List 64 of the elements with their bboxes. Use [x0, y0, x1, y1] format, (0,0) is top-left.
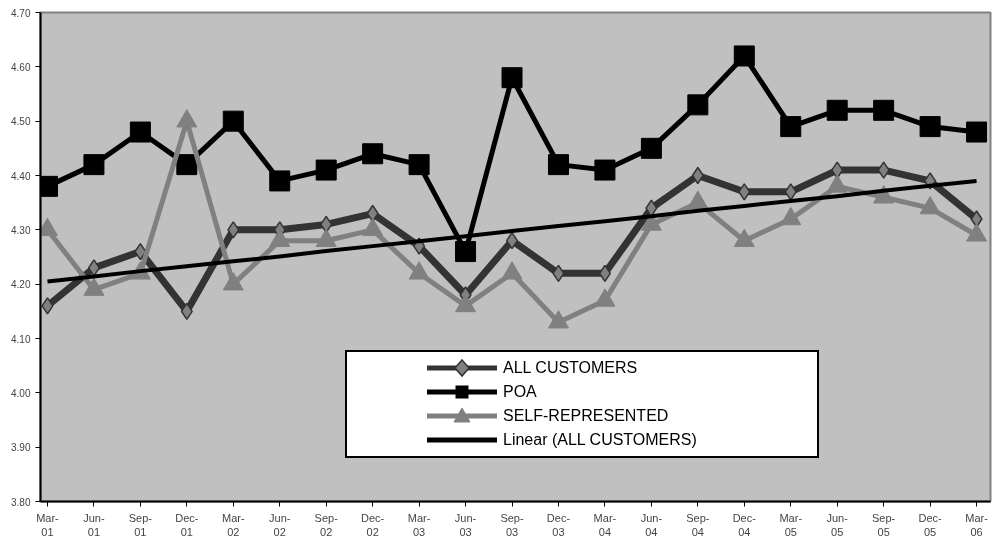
point	[831, 161, 844, 179]
point	[640, 137, 662, 159]
x-tick-label: Sep-01	[128, 511, 153, 538]
y-tick-label: 4.70	[11, 7, 31, 19]
x-tick-label: Mar-01	[36, 511, 60, 538]
y-tick-label: 4.20	[11, 279, 31, 291]
point	[547, 154, 569, 176]
point	[501, 67, 523, 89]
x-tick-label: Jun-03	[454, 511, 477, 538]
y-tick-label: 4.10	[11, 333, 31, 345]
x-tick-label: Jun-02	[269, 511, 291, 538]
point	[408, 154, 430, 176]
point	[83, 154, 105, 176]
x-tick-label: Mar-02	[221, 511, 245, 538]
x-tick-label: Jun-01	[83, 511, 105, 538]
point	[598, 264, 612, 283]
y-tick-label: 4.30	[11, 224, 31, 236]
point	[826, 99, 848, 121]
point	[41, 297, 54, 315]
y-tick-label: 4.60	[11, 61, 31, 73]
point	[315, 159, 337, 181]
x-tick-label: Sep-05	[872, 511, 896, 538]
point	[129, 121, 151, 143]
legend-label: ALL CUSTOMERS	[503, 357, 638, 378]
legend-label: POA	[503, 381, 537, 402]
point	[227, 221, 240, 239]
x-tick-label: Jun-05	[826, 511, 849, 538]
x-tick-label: Jun-04	[640, 511, 663, 538]
point	[594, 159, 616, 181]
x-tick-label: Sep-03	[500, 511, 524, 538]
x-tick-label: Dec-04	[732, 511, 757, 538]
y-tick-label: 4.50	[11, 116, 31, 128]
point	[87, 259, 101, 277]
point	[733, 45, 755, 67]
point	[362, 143, 384, 165]
point	[687, 94, 709, 116]
x-tick-label: Sep-04	[686, 511, 710, 538]
point	[505, 231, 519, 250]
point	[873, 99, 895, 121]
point	[455, 241, 477, 263]
x-tick-label: Dec-01	[175, 511, 199, 538]
y-tick-label: 3.90	[11, 442, 31, 454]
x-tick-label: Mar-05	[779, 511, 803, 538]
x-tick-label: Dec-03	[546, 511, 571, 538]
point	[966, 121, 988, 143]
x-tick-label: Mar-04	[593, 511, 617, 538]
y-tick-label: 3.80	[11, 496, 31, 508]
x-tick-label: Sep-02	[314, 511, 339, 538]
point	[738, 183, 751, 201]
y-tick-label: 4.40	[11, 170, 31, 182]
point	[919, 116, 941, 138]
point	[784, 183, 797, 201]
point	[780, 116, 802, 138]
point	[176, 154, 198, 176]
x-tick-label: Mar-06	[965, 511, 989, 538]
x-tick-label: Mar-03	[407, 511, 431, 538]
point	[222, 110, 244, 132]
y-tick-label: 4.00	[11, 387, 31, 399]
legend-label: SELF-REPRESENTED	[503, 405, 669, 426]
x-tick-label: Dec-02	[361, 511, 385, 538]
x-tick-label: Dec-05	[918, 511, 943, 538]
legend-label: Linear (ALL CUSTOMERS)	[503, 429, 697, 450]
point	[269, 170, 291, 192]
point	[877, 161, 890, 179]
